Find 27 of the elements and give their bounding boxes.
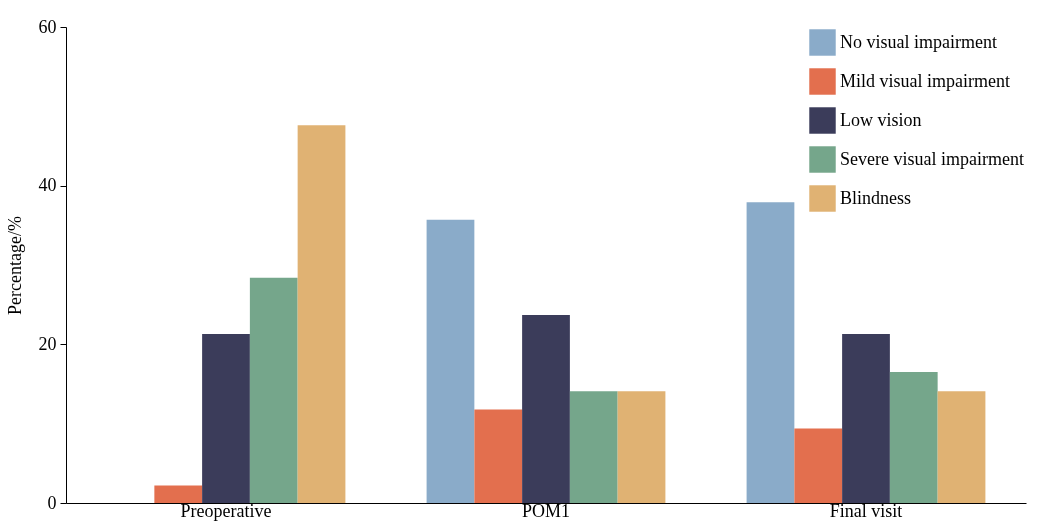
bar bbox=[746, 202, 795, 503]
bar bbox=[937, 391, 986, 503]
legend-label: No visual impairment bbox=[840, 31, 997, 52]
bar bbox=[889, 372, 938, 503]
legend-label: Severe visual impairment bbox=[840, 148, 1024, 169]
bar bbox=[297, 125, 346, 503]
y-axis-title: Percentage/% bbox=[4, 216, 25, 315]
x-tick-label: POM1 bbox=[521, 500, 571, 521]
y-tick-label: 40 bbox=[38, 175, 57, 196]
bar bbox=[617, 391, 666, 503]
bar bbox=[202, 334, 250, 503]
bar bbox=[154, 485, 203, 503]
bar bbox=[474, 409, 523, 503]
bar bbox=[569, 391, 618, 503]
bar bbox=[426, 219, 475, 503]
x-tick-label: Final visit bbox=[829, 500, 903, 521]
y-tick-label: 20 bbox=[38, 333, 57, 354]
bar bbox=[794, 428, 843, 503]
bar bbox=[522, 314, 570, 503]
y-tick-label: 0 bbox=[47, 492, 57, 513]
legend-label: Mild visual impairment bbox=[840, 70, 1010, 91]
bar bbox=[249, 277, 298, 503]
legend-label: Low vision bbox=[840, 109, 922, 130]
x-tick-label: Preoperative bbox=[180, 500, 272, 521]
bar bbox=[842, 334, 890, 503]
y-tick-label: 60 bbox=[38, 16, 57, 37]
legend-label: Blindness bbox=[840, 187, 912, 208]
